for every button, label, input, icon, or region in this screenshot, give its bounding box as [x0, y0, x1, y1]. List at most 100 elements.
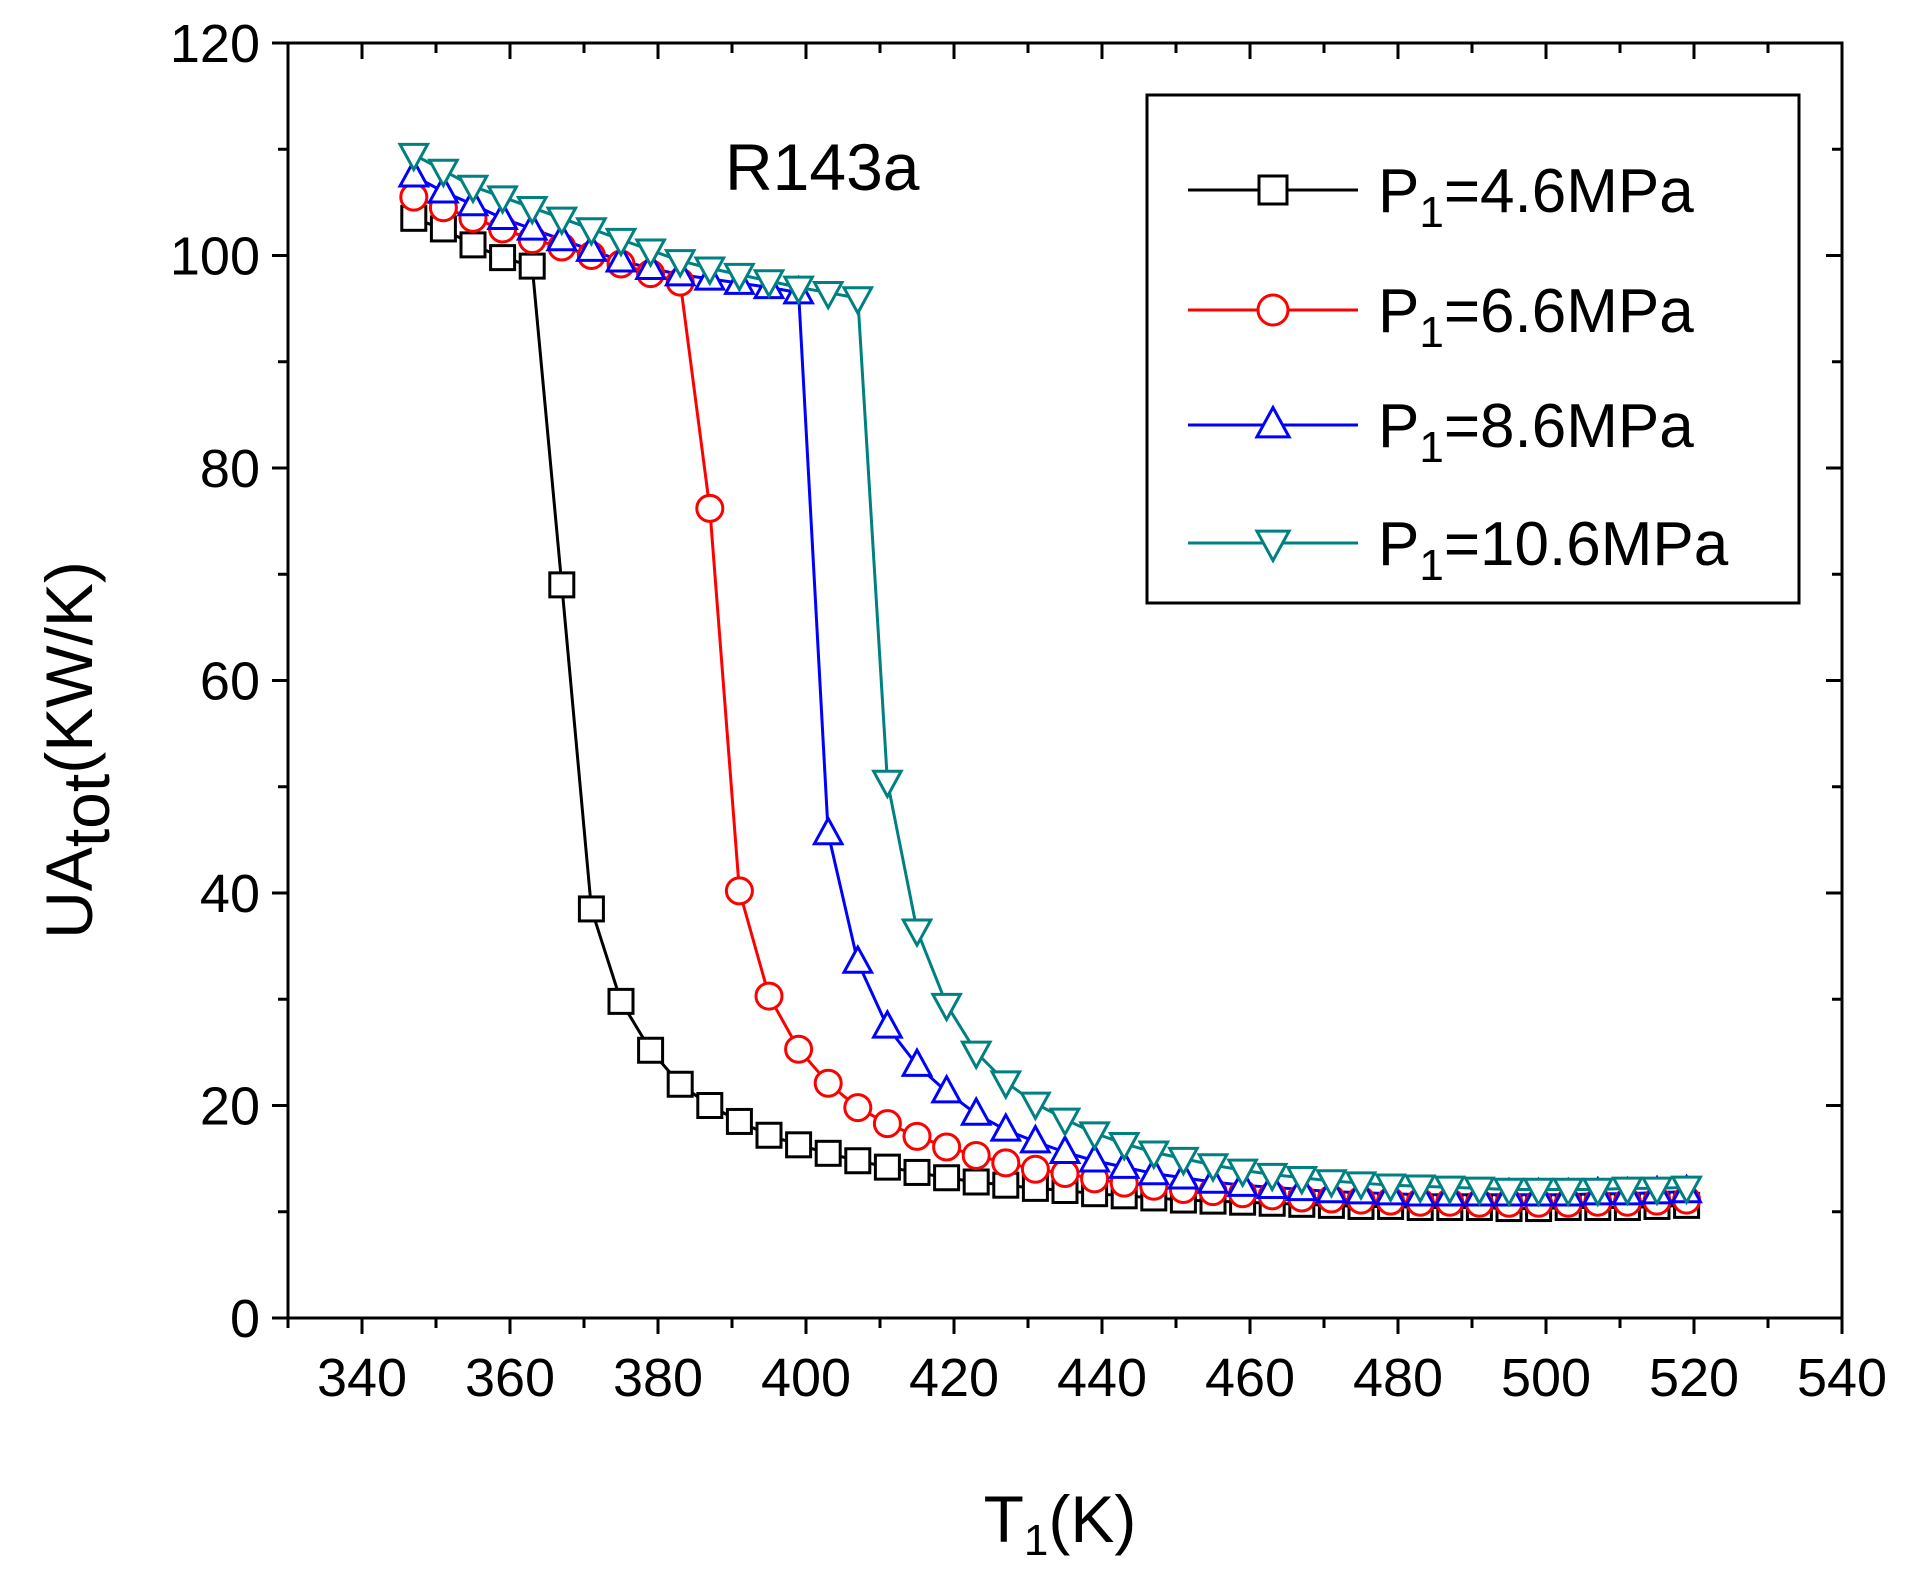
- data-point: [1492, 1177, 1526, 1208]
- data-point: [663, 249, 697, 279]
- data-point: [961, 1140, 991, 1170]
- data-point: [666, 1070, 694, 1098]
- data-point: [1315, 1169, 1348, 1200]
- x-tick-label: 520: [1649, 1348, 1739, 1408]
- data-point: [811, 815, 845, 846]
- data-point: [989, 1111, 1023, 1142]
- data-point: [518, 252, 546, 280]
- data-point: [1078, 1142, 1111, 1173]
- data-point: [456, 174, 490, 205]
- y-tick-label: 100: [170, 227, 260, 287]
- data-point: [1581, 1177, 1615, 1208]
- y-axis-title-sub: tot: [49, 774, 123, 847]
- data-point: [991, 1148, 1021, 1178]
- data-point: [1048, 1134, 1082, 1164]
- y-axis-title: UAtot(KW/K): [32, 561, 123, 939]
- legend-entry: P1=4.6MPa: [1188, 157, 1694, 237]
- annotation-label: R143a: [725, 130, 920, 204]
- data-point: [634, 238, 667, 269]
- y-axis-title-tail: (KW/K): [32, 561, 106, 774]
- x-tick-label: 540: [1797, 1348, 1887, 1408]
- x-tick-label: 440: [1057, 1348, 1147, 1408]
- data-point: [1019, 1091, 1052, 1122]
- data-point: [1640, 1176, 1674, 1207]
- data-point: [486, 185, 519, 216]
- data-point: [577, 895, 605, 923]
- legend-label-main: P: [1378, 277, 1419, 346]
- x-tick-label: 480: [1353, 1348, 1443, 1408]
- x-axis-title: T1(K): [984, 1482, 1137, 1565]
- legend-marker: [1254, 529, 1292, 564]
- data-point: [1403, 1174, 1437, 1205]
- data-point: [486, 200, 519, 231]
- legend-label-main: P: [1378, 157, 1419, 226]
- data-point: [900, 918, 934, 949]
- legend-label-main: P: [1378, 392, 1419, 461]
- data-point: [1433, 1175, 1467, 1206]
- data-point: [1344, 1171, 1378, 1202]
- legend-label-tail: =8.6MPa: [1444, 392, 1694, 461]
- data-point: [545, 221, 579, 252]
- data-point: [1107, 1132, 1141, 1162]
- data-point: [784, 1034, 814, 1064]
- legend-label: P1=8.6MPa: [1378, 392, 1694, 472]
- data-point: [427, 158, 460, 189]
- data-point: [515, 195, 549, 226]
- data-point: [459, 231, 487, 259]
- data-point: [1107, 1149, 1141, 1179]
- data-point: [1670, 1175, 1703, 1206]
- data-point: [1226, 1158, 1259, 1189]
- data-point: [695, 493, 725, 523]
- data-point: [604, 242, 638, 273]
- data-point: [1196, 1153, 1230, 1184]
- data-point: [1285, 1166, 1319, 1196]
- data-point: [811, 280, 845, 311]
- data-point: [754, 981, 784, 1011]
- data-point: [959, 1040, 993, 1071]
- data-point: [397, 142, 431, 173]
- data-point: [814, 1139, 842, 1167]
- x-axis-title-main: T: [984, 1482, 1024, 1556]
- data-point: [427, 173, 460, 204]
- data-point: [515, 210, 549, 241]
- data-point: [1078, 1121, 1111, 1152]
- legend-marker: [1256, 293, 1290, 327]
- data-point: [785, 1131, 813, 1159]
- data-point: [575, 217, 608, 248]
- data-point: [843, 1093, 873, 1123]
- x-axis-title-tail: (K): [1048, 1482, 1136, 1556]
- legend-box: [1145, 93, 1801, 605]
- data-point: [755, 1121, 783, 1149]
- data-point: [782, 275, 815, 306]
- series-markers-10.6MPa: [397, 142, 1703, 1208]
- data-point: [844, 1147, 872, 1175]
- data-point: [489, 244, 517, 272]
- data-point: [1522, 1177, 1555, 1208]
- tick-marks: [272, 41, 1844, 1334]
- data-point: [1611, 1176, 1644, 1207]
- data-point: [902, 1121, 932, 1151]
- legend-label: P1=4.6MPa: [1378, 157, 1694, 237]
- data-point: [1020, 1154, 1050, 1184]
- data-point: [959, 1095, 993, 1126]
- x-tick-labels: 340 360 380 400 420 440 460 480 500 520 540: [317, 1348, 1887, 1408]
- data-point: [1255, 1162, 1289, 1193]
- data-point: [1137, 1155, 1171, 1186]
- legend-label-sub: 1: [1419, 308, 1443, 357]
- series-group: [397, 142, 1703, 1223]
- data-point: [1167, 1146, 1200, 1177]
- data-point: [1374, 1173, 1407, 1204]
- y-tick-label: 20: [200, 1077, 260, 1137]
- data-point: [637, 1036, 665, 1064]
- legend-label-tail: =10.6MPa: [1444, 510, 1729, 579]
- data-point: [1137, 1140, 1171, 1171]
- data-point: [930, 1073, 963, 1104]
- legend-marker: [1257, 174, 1289, 206]
- data-point: [871, 1008, 904, 1039]
- legend-label-main: P: [1378, 510, 1419, 579]
- data-point: [1551, 1177, 1585, 1208]
- x-tick-label: 460: [1205, 1348, 1295, 1408]
- data-point: [1019, 1123, 1052, 1154]
